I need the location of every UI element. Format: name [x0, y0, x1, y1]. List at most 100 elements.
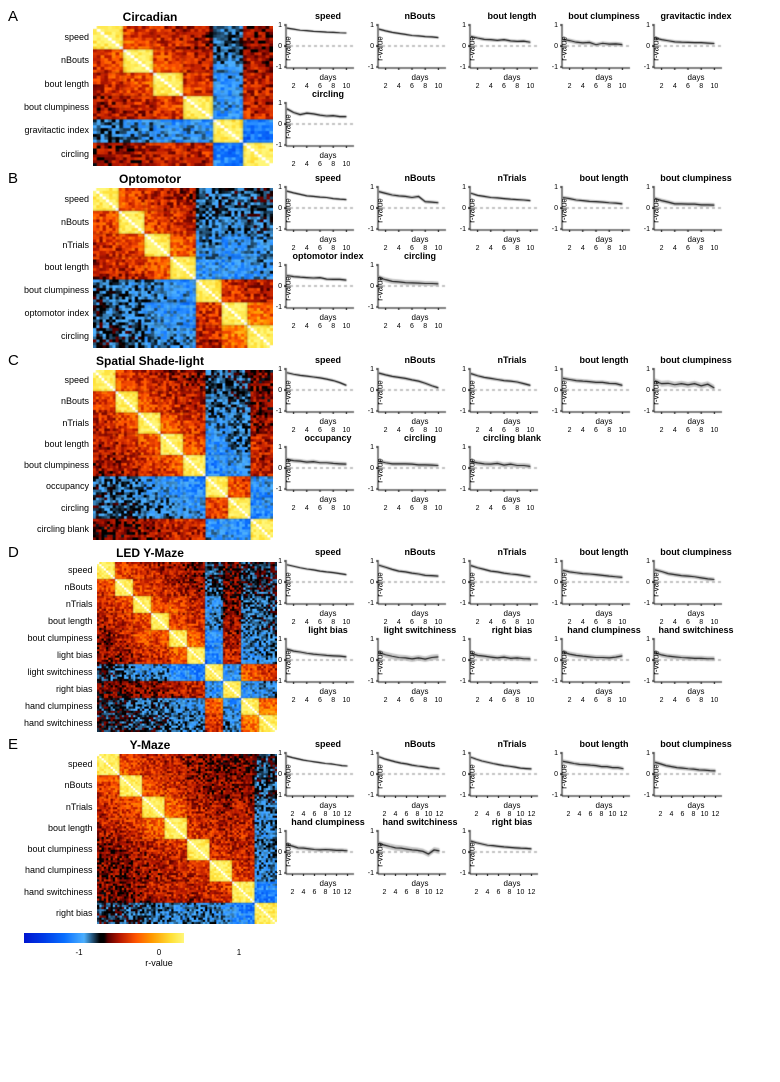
- tick-label: 4: [578, 811, 582, 818]
- heatmap-ylabel: light switchiness: [24, 668, 93, 677]
- tick-label: 10: [710, 245, 718, 252]
- tick-label: 1: [646, 636, 650, 643]
- tick-label: 6: [410, 697, 414, 704]
- tick-label: -1: [644, 226, 650, 233]
- tick-label: 8: [331, 505, 335, 512]
- tick-label: 8: [515, 83, 519, 90]
- mini-canvas: [560, 636, 632, 684]
- tick-label: 12: [344, 889, 352, 896]
- tick-label: -1: [644, 64, 650, 71]
- heatmap-ylabel: speed: [24, 566, 93, 575]
- tick-label: -1: [276, 64, 282, 71]
- mini-chart: circling blankr-value-101246810days: [468, 433, 556, 504]
- tick-label: 2: [659, 811, 663, 818]
- heatmap-col: LED Y-MazespeednBoutsnTrialsbout lengthb…: [6, 546, 276, 732]
- heatmap-ylabel: bout length: [24, 80, 89, 89]
- mini-yticks: -101: [642, 558, 652, 611]
- heatmap-ylabels: speednBoutsnTrialsbout lengthbout clumpi…: [24, 562, 97, 732]
- mini-yticks: -101: [274, 444, 284, 497]
- mini-canvas: [468, 366, 540, 414]
- tick-label: 10: [434, 427, 442, 434]
- mini-ylabel: r-value: [376, 835, 385, 875]
- tick-label: 2: [660, 619, 664, 626]
- mini-chart: bout clumpinessr-value-101246810days: [652, 355, 740, 426]
- tick-label: 0: [554, 771, 558, 778]
- mini-yticks: -101: [550, 636, 560, 689]
- mini-title: hand clumpiness: [284, 817, 372, 828]
- tick-label: 0: [278, 849, 282, 856]
- tick-label: 0: [278, 283, 282, 290]
- tick-label: 10: [434, 697, 442, 704]
- tick-label: 4: [397, 427, 401, 434]
- tick-label: -1: [368, 408, 374, 415]
- tick-label: 2: [292, 427, 296, 434]
- mini-ylabel: r-value: [652, 373, 661, 413]
- mini-yticks: -101: [458, 828, 468, 881]
- tick-label: 6: [313, 811, 317, 818]
- panel-E: EY-MazespeednBoutsnTrialsbout lengthbout…: [6, 738, 774, 924]
- tick-label: 1: [554, 558, 558, 565]
- tick-label: 2: [291, 889, 295, 896]
- tick-label: 4: [489, 245, 493, 252]
- tick-label: 10: [710, 697, 718, 704]
- mini-plot: r-value-101246810: [376, 558, 464, 611]
- tick-label: 6: [589, 811, 593, 818]
- tick-label: 10: [526, 245, 534, 252]
- mini-plot: r-value-101246810: [468, 184, 556, 237]
- tick-label: 1: [278, 184, 282, 191]
- tick-label: 1: [554, 366, 558, 373]
- tick-label: 12: [712, 811, 720, 818]
- tick-label: 10: [333, 811, 341, 818]
- mini-yticks: -101: [274, 184, 284, 237]
- mini-chart: circlingr-value-101246810days: [284, 89, 372, 160]
- mini-title: nTrials: [468, 739, 556, 750]
- mini-yticks: -101: [642, 366, 652, 419]
- mini-ylabel: r-value: [468, 29, 477, 69]
- tick-label: 8: [324, 811, 328, 818]
- heatmap-ylabel: circling: [24, 504, 89, 513]
- tick-label: -1: [368, 486, 374, 493]
- mini-canvas: [376, 262, 448, 310]
- mini-canvas: [652, 22, 724, 70]
- tick-label: 10: [710, 83, 718, 90]
- mini-yticks: -101: [274, 558, 284, 611]
- panel-row: Spatial Shade-lightspeednBoutsnTrialsbou…: [6, 354, 774, 540]
- mini-plot: r-value-101246810: [652, 184, 740, 237]
- tick-label: 2: [292, 245, 296, 252]
- mini-yticks: -101: [458, 184, 468, 237]
- tick-label: 6: [502, 697, 506, 704]
- mini-chart: speedr-value-101246810days: [284, 11, 372, 82]
- tick-label: 8: [324, 889, 328, 896]
- mini-ylabel: r-value: [376, 373, 385, 413]
- tick-label: 4: [486, 811, 490, 818]
- tick-label: 2: [384, 83, 388, 90]
- tick-label: 0: [554, 43, 558, 50]
- mini-yticks: -101: [366, 558, 376, 611]
- tick-label: 0: [278, 121, 282, 128]
- tick-label: 0: [278, 657, 282, 664]
- tick-label: 8: [331, 161, 335, 168]
- heatmap-ylabel: nTrials: [24, 600, 93, 609]
- colorbar-block: -101 r-value: [24, 930, 294, 968]
- mini-chart: gravitactic indexr-value-101246810days: [652, 11, 740, 82]
- tick-label: 4: [305, 619, 309, 626]
- tick-label: 10: [710, 619, 718, 626]
- tick-label: -1: [460, 600, 466, 607]
- mini-canvas: [284, 558, 356, 606]
- charts-grid: speedr-value-101246810daysnBoutsr-value-…: [282, 172, 774, 328]
- tick-label: 6: [318, 83, 322, 90]
- tick-label: 0: [278, 579, 282, 586]
- tick-label: 4: [581, 619, 585, 626]
- tick-label: 4: [397, 619, 401, 626]
- mini-ylabel: r-value: [284, 565, 293, 605]
- tick-label: 10: [526, 697, 534, 704]
- tick-label: -1: [276, 870, 282, 877]
- tick-label: 0: [370, 387, 374, 394]
- tick-label: 6: [410, 323, 414, 330]
- mini-yticks: -101: [274, 828, 284, 881]
- tick-label: 8: [515, 427, 519, 434]
- tick-label: 4: [394, 811, 398, 818]
- tick-label: 6: [318, 697, 322, 704]
- tick-label: -1: [644, 600, 650, 607]
- tick-label: 2: [568, 245, 572, 252]
